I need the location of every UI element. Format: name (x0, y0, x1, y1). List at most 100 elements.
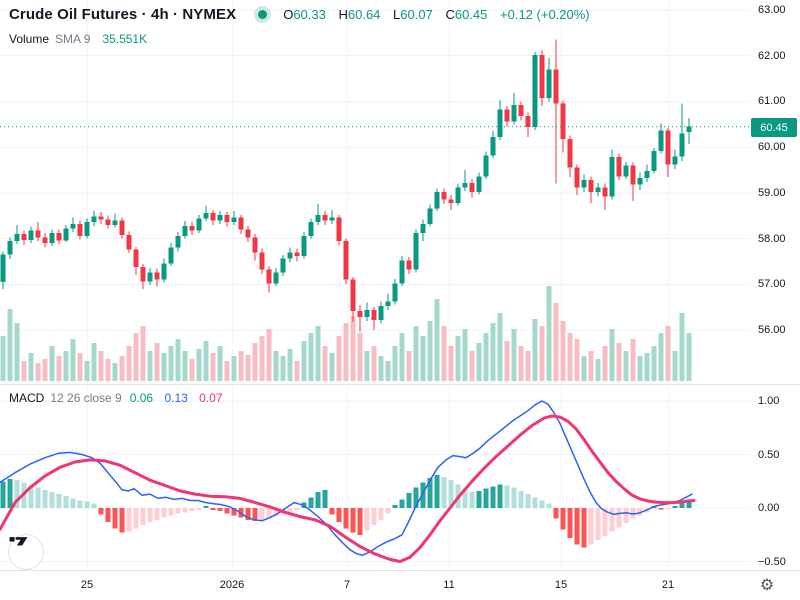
volume-bar (196, 349, 202, 381)
macd-histogram-bar (308, 497, 314, 508)
macd-histogram-bar (140, 508, 146, 526)
volume-bar (371, 346, 377, 381)
macd-histogram-bar (483, 488, 489, 508)
macd-histogram-bar (189, 508, 195, 512)
volume-bar (420, 336, 426, 381)
volume-bar (133, 333, 139, 381)
volume-bar (21, 361, 27, 381)
time-tick-label: 2026 (219, 579, 245, 591)
volume-bar (595, 359, 601, 381)
macd-histogram-bar (469, 491, 475, 508)
candle-body (539, 54, 545, 98)
macd-histogram-bar (364, 508, 370, 531)
candle-body (98, 216, 104, 220)
candle-body (182, 225, 188, 236)
candle-body (399, 260, 405, 284)
candle-body (441, 191, 447, 200)
volume-bar (266, 329, 272, 381)
candle-body (448, 199, 454, 203)
volume-bar (105, 359, 111, 381)
volume-bar (413, 326, 419, 381)
volume-bar (455, 336, 461, 381)
volume-sma-label: SMA 9 (55, 32, 91, 46)
candle-body (343, 240, 349, 280)
volume-bar (588, 351, 594, 381)
volume-bar (448, 346, 454, 381)
symbol-title[interactable]: Crude Oil Futures · 4h · NYMEX (9, 6, 237, 23)
macd-histogram-bar (70, 498, 76, 508)
candle-body (42, 237, 48, 244)
volume-bar (399, 333, 405, 381)
candle-body (413, 233, 419, 270)
volume-bar (77, 353, 83, 381)
volume-bar (462, 329, 468, 381)
candle-body (280, 258, 286, 273)
low-value: 60.07 (400, 7, 433, 22)
volume-bar (609, 329, 615, 381)
volume-bar (644, 353, 650, 381)
macd-label[interactable]: MACD (9, 391, 45, 405)
candle-body (63, 228, 69, 241)
ohlc-readout: O60.33 H60.64 L60.07 C60.45 +0.12 (+0.20… (283, 7, 589, 22)
macd-histogram-bar (266, 508, 272, 519)
volume-bar (574, 339, 580, 381)
macd-histogram-bar (287, 508, 293, 513)
macd-histogram-bar (560, 508, 566, 530)
macd-tick-label: 0.50 (758, 448, 780, 461)
macd-histogram-bar (448, 480, 454, 508)
macd-histogram-bar (385, 508, 391, 514)
macd-histogram-bar (462, 488, 468, 508)
macd-histogram-bar (602, 508, 608, 536)
gear-icon[interactable]: ⚙ (759, 577, 775, 594)
candle-body (525, 116, 531, 128)
volume-bar (203, 341, 209, 381)
macd-legend: MACD 12 26 close 9 0.06 0.13 0.07 (9, 391, 223, 405)
high-label: H (338, 7, 348, 22)
volume-bar (14, 323, 20, 381)
volume-bar (434, 299, 440, 381)
volume-bar (567, 333, 573, 381)
candle-body (518, 105, 524, 117)
macd-histogram-bar (357, 508, 363, 535)
candle-body (637, 178, 643, 185)
time-tick-label: 21 (661, 579, 675, 591)
close-value: 60.45 (454, 7, 488, 22)
candle-body (245, 229, 251, 238)
macd-histogram-bar (665, 508, 671, 510)
candle-body (560, 103, 566, 139)
change-value: +0.12 (+0.20%) (500, 7, 590, 22)
tradingview-logo[interactable] (8, 534, 44, 570)
volume-bar (336, 336, 342, 381)
volume-bar (490, 323, 496, 381)
volume-bar (98, 351, 104, 381)
candle-body (168, 247, 174, 264)
macd-histogram-bar (406, 493, 412, 508)
macd-histogram-bar (434, 474, 440, 508)
candle-body (420, 223, 426, 234)
price-tick-label: 61.00 (758, 95, 786, 108)
price-tick-label: 57.00 (758, 278, 786, 291)
candle-body (546, 69, 552, 98)
macd-histogram-bar (112, 508, 118, 529)
candle-body (91, 216, 97, 223)
volume-bar (154, 343, 160, 381)
price-tick-label: 56.00 (758, 323, 786, 336)
candle-body (126, 234, 132, 250)
volume-bar (581, 356, 587, 381)
volume-bar (686, 333, 692, 381)
volume-bar (189, 359, 195, 381)
volume-label[interactable]: Volume (9, 32, 50, 46)
macd-histogram-bar (294, 508, 300, 511)
volume-bar (511, 329, 517, 381)
candle-body (154, 272, 160, 280)
candle-body (133, 249, 139, 267)
volume-bar (525, 351, 531, 381)
candle-body (455, 187, 461, 203)
volume-bar (497, 313, 503, 381)
candle-body (672, 156, 678, 165)
macd-histogram-bar (182, 508, 188, 513)
volume-bar (469, 351, 475, 381)
candle-body (189, 225, 195, 231)
macd-histogram-bar (399, 499, 405, 508)
